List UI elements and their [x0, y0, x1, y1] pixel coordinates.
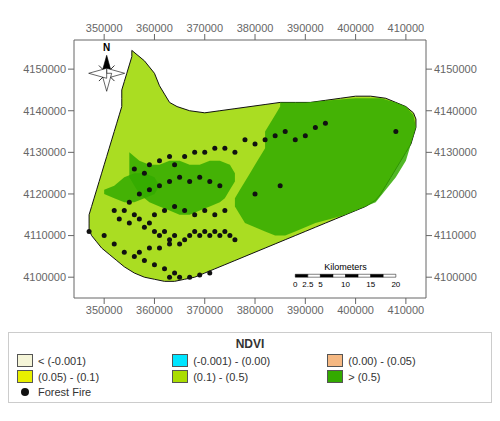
html-text:NDVI: NDVI: [235, 337, 265, 351]
svg-text:10: 10: [341, 280, 350, 289]
svg-text:410000: 410000: [388, 22, 425, 34]
svg-text:4140000: 4140000: [23, 105, 66, 117]
svg-text:4110000: 4110000: [24, 229, 66, 241]
svg-text:0: 0: [293, 280, 298, 289]
html-text:(-0.001) - (0.00): (-0.001) - (0.00): [193, 354, 271, 367]
html-text:(0.00) - (0.05): (0.00) - (0.05): [348, 354, 416, 367]
svg-text:360000: 360000: [136, 22, 173, 34]
html-text:< (-0.001): < (-0.001): [38, 354, 86, 367]
svg-text:370000: 370000: [186, 22, 223, 34]
svg-text:4130000: 4130000: [434, 146, 477, 158]
html-text:> (0.5): > (0.5): [348, 370, 381, 383]
svg-text:N: N: [103, 42, 110, 53]
svg-text:4120000: 4120000: [23, 188, 66, 200]
svg-text:380000: 380000: [237, 22, 274, 34]
html-text:(0.05) - (0.1): (0.05) - (0.1): [38, 370, 100, 383]
svg-text:4140000: 4140000: [434, 105, 477, 117]
svg-text:4150000: 4150000: [434, 63, 477, 75]
svg-text:4150000: 4150000: [23, 63, 66, 75]
svg-text:400000: 400000: [337, 304, 374, 316]
svg-text:4120000: 4120000: [434, 188, 477, 200]
svg-text:Kilometers: Kilometers: [324, 262, 367, 272]
svg-text:2.5: 2.5: [302, 280, 314, 289]
svg-text:20: 20: [391, 280, 400, 289]
svg-text:15: 15: [366, 280, 375, 289]
svg-text:390000: 390000: [287, 304, 324, 316]
svg-text:380000: 380000: [237, 304, 274, 316]
svg-text:350000: 350000: [86, 304, 123, 316]
svg-text:4130000: 4130000: [23, 146, 66, 158]
svg-text:4110000: 4110000: [434, 229, 476, 241]
svg-text:350000: 350000: [86, 22, 123, 34]
svg-text:5: 5: [318, 280, 323, 289]
svg-text:4100000: 4100000: [23, 271, 66, 283]
svg-text:400000: 400000: [337, 22, 374, 34]
html-text:Forest Fire: Forest Fire: [38, 386, 92, 398]
svg-text:4100000: 4100000: [434, 271, 477, 283]
svg-text:370000: 370000: [186, 304, 223, 316]
svg-text:360000: 360000: [136, 304, 173, 316]
svg-text:410000: 410000: [388, 304, 425, 316]
html-text:(0.1) - (0.5): (0.1) - (0.5): [193, 370, 249, 383]
svg-text:390000: 390000: [287, 22, 324, 34]
